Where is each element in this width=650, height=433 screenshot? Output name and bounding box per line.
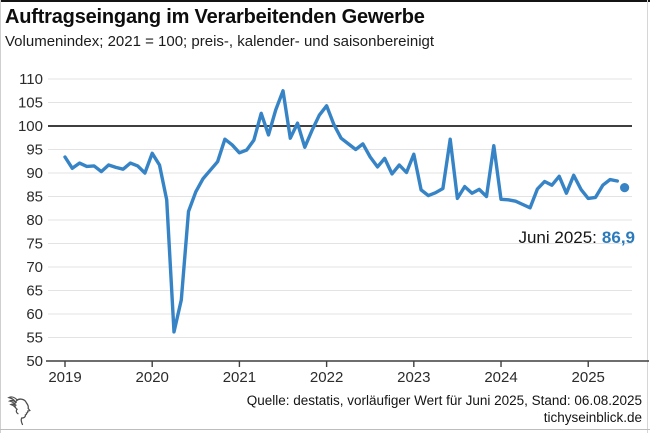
y-tick-label: 85 [26,189,43,206]
left-border [0,0,1,433]
y-tick-label: 50 [26,353,43,370]
annotation-value: 86,9 [601,228,635,247]
logo-skull [14,398,28,415]
chart-subtitle: Volumenindex; 2021 = 100; preis-, kalend… [5,33,435,50]
y-tick-label: 60 [26,306,43,323]
chart-title: Auftragseingang im Verarbeitenden Gewerb… [5,6,425,28]
x-tick-label: 2021 [223,369,256,386]
annotation-label: Juni 2025: [518,228,597,247]
x-tick-label: 2024 [484,369,517,386]
logo-wing-feather-1 [7,396,18,402]
x-tick-label: 2019 [48,369,81,386]
right-border [647,0,648,433]
data-line [63,89,619,334]
logo-wing-feather-3 [9,403,17,408]
logo-face-profile [20,402,31,426]
y-tick-label: 110 [19,71,43,88]
y-tick-label: 80 [26,212,43,229]
top-border [0,0,650,2]
y-tick-label: 65 [26,283,43,300]
bottom-border [0,429,650,430]
hermes-head-logo [7,396,31,426]
y-tick-label: 95 [26,142,43,159]
source-text: Quelle: destatis, vorläufiger Wert für J… [246,393,642,408]
y-tick-label: 105 [18,95,43,112]
y-tick-label: 70 [26,259,43,276]
x-tick-label: 2025 [572,369,605,386]
x-tick-label: 2023 [397,369,430,386]
last-value-annotation: Juni 2025: 86,9 [518,228,635,248]
y-tick-label: 90 [26,165,43,182]
y-tick-label: 100 [18,118,43,135]
last-value-dot [620,183,630,193]
y-tick-label: 55 [26,330,43,347]
logo-wing-feather-2 [7,400,17,405]
x-tick-label: 2020 [136,369,169,386]
x-tick-label: 2022 [310,369,343,386]
site-name: tichyseinblick.de [543,410,642,425]
y-tick-label: 75 [26,236,43,253]
